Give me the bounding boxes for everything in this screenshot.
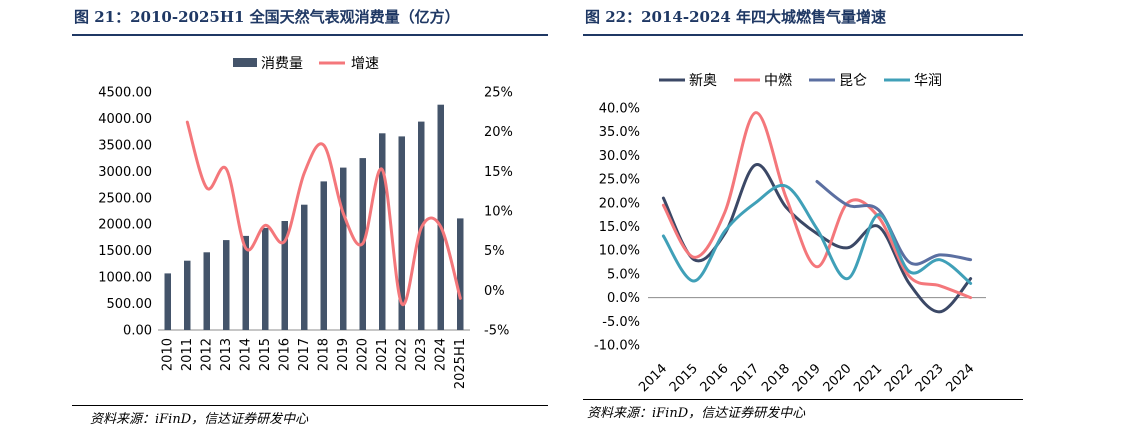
x-tick-label: 2019 [336,338,351,371]
x-tick-label: 2016 [277,338,292,371]
bar-2012 [203,252,210,330]
series-line-中燃 [661,111,973,300]
legend-label-华润: 华润 [914,73,942,89]
x-tick-label: 2011 [180,338,195,371]
y-tick-label: 30.0% [599,149,640,164]
x-tick-label: 2025H1 [453,338,468,389]
x-tick-label: 2013 [219,338,234,371]
figure-21-title: 图 21：2010-2025H1 全国天然气表观消费量（亿方） [74,8,460,26]
x-tick-label: 2022 [394,338,409,371]
growth-line-0 [185,120,462,306]
x-tick-label: 2020 [355,338,370,371]
x-tick-label: 2024 [943,361,977,395]
bar-2013 [223,240,230,330]
y-left-tick-label: 4500.00 [98,86,152,101]
legend-label-中燃: 中燃 [764,72,792,89]
x-tick-label: 2021 [851,361,885,395]
y-tick-label: -10.0% [594,339,640,354]
y-left-tick-label: 500.00 [107,297,153,312]
y-right-tick-label: 10% [484,205,513,220]
series-line-新奥 [661,163,973,314]
y-left-tick-label: 1500.00 [98,244,152,259]
figure-21-panel: 图 21：2010-2025H1 全国天然气表观消费量（亿方） 0.00 500.… [0,0,560,430]
x-tick-label: 2015 [667,361,701,395]
y-tick-label: 20.0% [599,196,640,211]
x-tick-label: 2017 [728,361,762,395]
bar-2021 [379,133,386,330]
bar-2017 [301,204,308,330]
y-right-tick-label: 0% [484,284,505,299]
bar-2014 [242,235,249,330]
y-tick-label: 25.0% [599,173,640,188]
y-left-tick-label: 3500.00 [98,138,152,153]
gas-sales-growth-chart: -10.0% -5.0% 0.0% 5.0% 10.0% 15.0% 20.0% 25.0% 3… [594,72,986,395]
x-tick-label: 2014 [238,338,253,371]
y-right-tick-label: 15% [484,165,513,180]
y-right-tick-label: -5% [484,324,509,339]
y-tick-label: 5.0% [607,267,640,282]
y-tick-label: -5.0% [602,315,640,330]
y-tick-label: 0.0% [607,291,640,306]
figure-21-source: 资料来源：iFinD，信达证券研发中心 [90,412,309,427]
series-line-华润 [661,183,973,285]
figure-22-title: 图 22：2014-2024 年四大城燃售气量增速 [585,8,887,26]
y-tick-label: 40.0% [599,102,640,117]
bar-2018 [320,181,327,330]
x-tick-label: 2012 [199,338,214,371]
y-right-tick-label: 5% [484,244,505,259]
legend-label-growth: 增速 [351,56,379,72]
figure-22-panel: 图 22：2014-2024 年四大城燃售气量增速 -10.0% -5.0% 0.0… [573,0,1137,430]
x-tick-label: 2018 [759,361,793,395]
legend-label-consumption: 消费量 [261,56,303,72]
x-tick-label: 2015 [258,338,273,371]
bar-2019 [340,167,347,330]
x-tick-label: 2019 [790,361,824,395]
y-left-tick-label: 2500.00 [98,191,152,206]
legend-label-昆仑: 昆仑 [839,73,867,89]
x-tick-label: 2017 [297,338,312,371]
legend-label-新奥: 新奥 [689,72,717,89]
figure-22-source: 资料来源：iFinD，信达证券研发中心 [587,406,806,421]
x-tick-label: 2016 [698,361,732,395]
x-tick-label: 2024 [433,338,448,371]
bar-2016 [281,221,288,330]
y-left-tick-label: 1000.00 [98,271,152,286]
figure-22-source-rule [583,399,1023,400]
bar-2011 [184,260,191,330]
consumption-chart: 0.00 500.00 1000.00 1500.00 2000.00 2500.00 30… [98,56,513,389]
y-left-tick-label: 2000.00 [98,218,152,233]
bar-2025H1 [457,218,464,330]
x-tick-label: 2018 [316,338,331,371]
x-tick-label: 2010 [160,338,175,371]
figure-21-title-rule [72,34,548,36]
x-tick-label: 2014 [636,361,670,395]
bar-2010 [164,273,171,330]
bar-2022 [398,136,405,330]
x-tick-label: 2021 [375,338,390,371]
y-right-tick-label: 25% [484,86,513,101]
bar-2015 [262,227,269,330]
x-tick-label: 2023 [913,361,947,395]
figure-22-title-rule [583,34,1023,36]
x-tick-label: 2023 [414,338,429,371]
x-tick-label: 2020 [821,361,855,395]
y-tick-label: 10.0% [599,244,640,259]
y-left-tick-label: 3000.00 [98,165,152,180]
y-left-tick-label: 0.00 [123,324,152,339]
legend-swatch-consumption [233,58,257,67]
y-tick-label: 35.0% [599,125,640,140]
bar-2024 [437,104,444,330]
figure-21-source-rule [72,405,548,406]
y-right-tick-label: 20% [484,125,513,140]
y-left-tick-label: 4000.00 [98,112,152,127]
y-tick-label: 15.0% [599,220,640,235]
x-tick-label: 2022 [882,361,916,395]
